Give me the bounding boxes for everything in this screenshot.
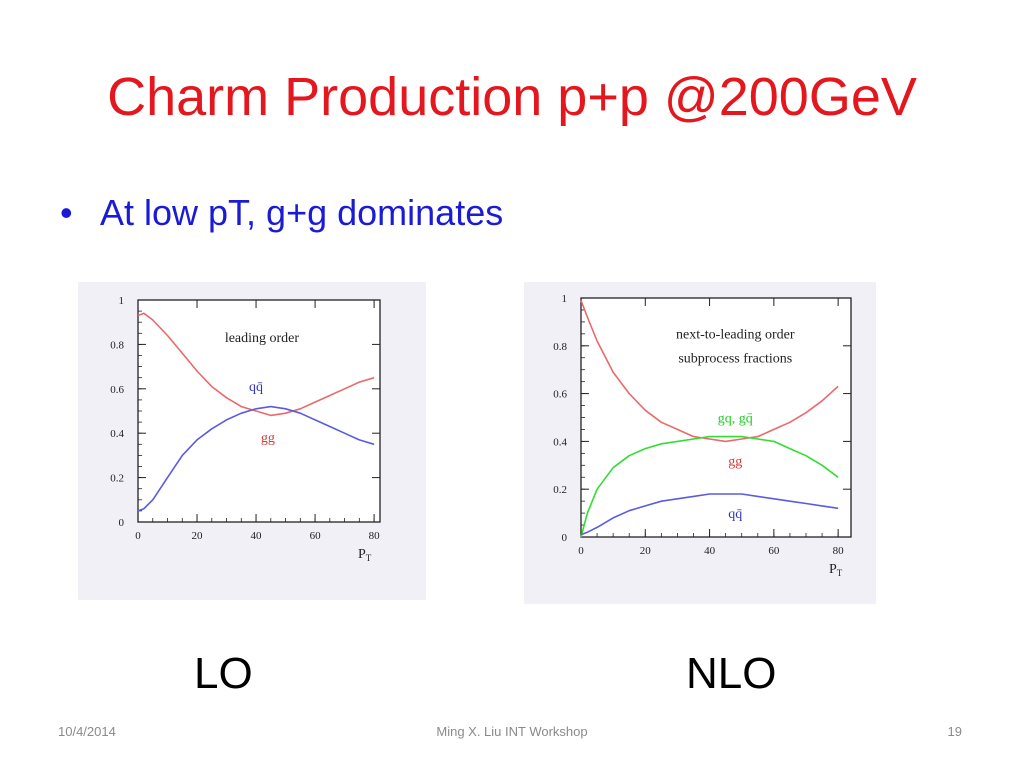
nlo-ytick-label: 0 — [562, 532, 568, 544]
lo-ytick-label: 0 — [119, 517, 125, 529]
footer-page-number: 19 — [947, 724, 962, 739]
lo-ytick-label: 0.8 — [110, 339, 124, 351]
footer-date: 10/4/2014 — [58, 724, 116, 739]
lo-xtick-label: 20 — [192, 530, 204, 542]
bullet-icon: • — [60, 192, 73, 233]
nlo-annotation: qq̄ — [728, 507, 742, 522]
bullet-point: • At low pT, g+g dominates — [60, 188, 503, 238]
lo-series-line — [137, 405, 375, 512]
lo-chart: 0 0.2 0.4 0.6 0.8 1 0 20 40 60 80 PT leading order qq… — [110, 295, 381, 563]
nlo-annotation: next-to-leading order — [676, 328, 795, 343]
nlo-annotation: gq, gq̄ — [718, 411, 753, 426]
lo-ytick-label: 0.4 — [110, 428, 124, 440]
lo-xtick-label: 80 — [369, 530, 381, 542]
nlo-annotation: subprocess fractions — [678, 352, 792, 367]
nlo-chart-panel: 0 0.2 0.4 0.6 0.8 1 0 20 40 60 80 PT next-to-leading… — [524, 282, 876, 604]
lo-plot-frame — [137, 299, 381, 523]
lo-chart-panel: 0 0.2 0.4 0.6 0.8 1 0 20 40 60 80 PT leading order qq… — [78, 282, 426, 600]
lo-xtick-label: 60 — [310, 530, 322, 542]
nlo-ytick-label: 0.4 — [553, 436, 567, 448]
nlo-series-line — [580, 493, 839, 536]
nlo-xaxis-label: PT — [829, 562, 843, 578]
nlo-chart: 0 0.2 0.4 0.6 0.8 1 0 20 40 60 80 PT next-to-leading… — [553, 293, 852, 578]
nlo-ytick-label: 1 — [562, 293, 568, 305]
bullet-text: At low pT, g+g dominates — [100, 192, 504, 233]
nlo-xtick-label: 0 — [578, 545, 584, 557]
lo-annotation: leading order — [225, 331, 300, 346]
nlo-caption: NLO — [686, 649, 777, 698]
nlo-plot-frame — [580, 297, 852, 538]
nlo-ytick-label: 0.2 — [553, 484, 567, 496]
lo-xtick-label: 0 — [135, 530, 141, 542]
nlo-ytick-label: 0.6 — [553, 389, 567, 401]
nlo-series-line — [580, 435, 839, 538]
lo-annotation: qq̄ — [249, 380, 263, 395]
lo-ytick-label: 0.6 — [110, 384, 124, 396]
footer-author: Ming X. Liu INT Workshop — [436, 724, 588, 739]
lo-ytick-label: 1 — [119, 295, 125, 307]
slide-title: Charm Production p+p @200GeV — [107, 67, 917, 127]
nlo-xtick-label: 20 — [640, 545, 652, 557]
lo-ytick-label: 0.2 — [110, 473, 124, 485]
lo-caption: LO — [194, 649, 253, 698]
nlo-annotation: gg — [728, 454, 742, 469]
nlo-xtick-label: 60 — [768, 545, 780, 557]
lo-xtick-label: 40 — [251, 530, 262, 542]
nlo-xtick-label: 80 — [833, 545, 845, 557]
nlo-xtick-label: 40 — [704, 545, 716, 557]
lo-xaxis-label: PT — [358, 547, 372, 563]
nlo-ytick-label: 0.8 — [553, 341, 567, 353]
lo-series-line — [137, 312, 375, 417]
lo-annotation: gg — [261, 431, 275, 446]
